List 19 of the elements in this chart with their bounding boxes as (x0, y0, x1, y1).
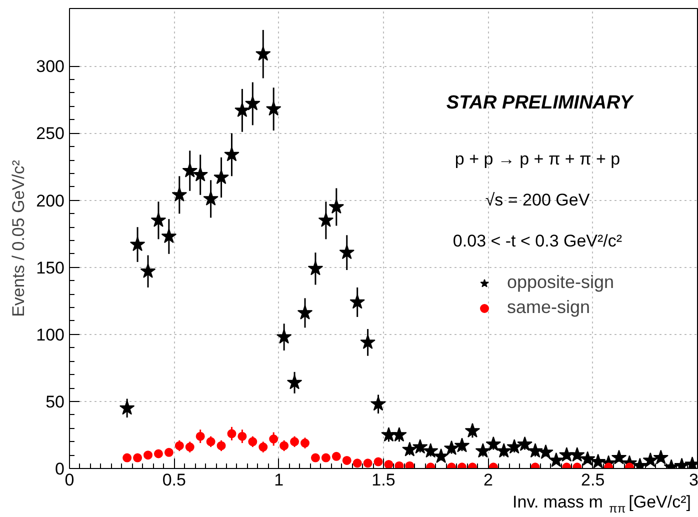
x-tick-label: 0.5 (162, 470, 186, 490)
x-tick-label: 1.5 (372, 470, 396, 490)
x-tick-label: 1 (274, 470, 284, 490)
y-tick-label: 150 (36, 258, 65, 278)
y-tick-label: 300 (36, 57, 65, 76)
x-tick-label: 3 (689, 470, 698, 490)
legend-label: opposite-sign (507, 272, 614, 293)
legend-label: same-sign (507, 297, 590, 318)
annotation: STAR PRELIMINARY (446, 92, 635, 114)
annotation: 0.03 < -t < 0.3 GeV²/c² (452, 232, 622, 250)
y-tick-label: 100 (36, 325, 65, 344)
x-tick-label: 2.5 (581, 470, 605, 490)
y-tick-label: 200 (36, 191, 65, 210)
annotation: √s = 200 GeV (485, 190, 590, 210)
x-tick-label: 2 (483, 470, 493, 490)
y-tick-label: 50 (46, 392, 65, 412)
y-axis-title: Events / 0.05 GeV/c² (9, 160, 28, 317)
y-tick-label: 250 (36, 124, 65, 144)
annotation: p + p → p + π + π + p (454, 150, 620, 168)
